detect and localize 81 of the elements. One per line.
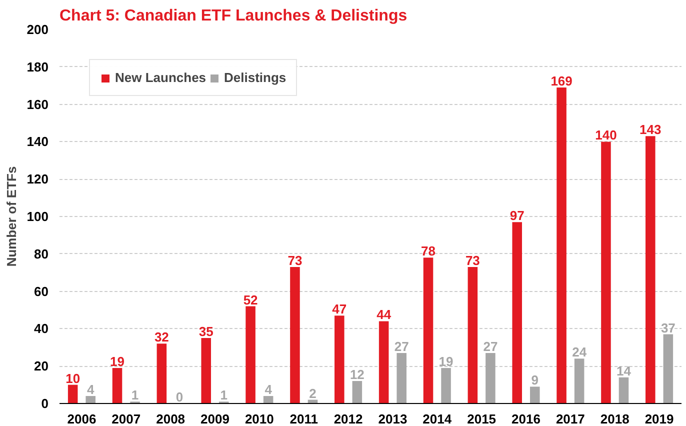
- bar: [556, 87, 566, 404]
- bar: [246, 306, 256, 404]
- data-label: 19: [110, 354, 124, 369]
- bar: [290, 266, 300, 404]
- data-label: 1: [220, 388, 228, 403]
- data-label: 143: [640, 122, 662, 138]
- y-tick-label: 100: [26, 209, 49, 224]
- bar: [423, 258, 434, 404]
- data-label: 78: [421, 244, 436, 259]
- data-label: 19: [438, 354, 454, 369]
- data-label: 12: [350, 367, 364, 382]
- bar: [396, 353, 406, 404]
- data-label: 52: [243, 292, 258, 308]
- bar: [112, 368, 122, 404]
- bar: [530, 386, 540, 404]
- data-label: 4: [86, 382, 95, 398]
- data-label: 14: [616, 363, 632, 378]
- data-label: 73: [288, 252, 302, 268]
- x-tick-label: 2008: [156, 412, 186, 426]
- data-label: 35: [198, 324, 214, 340]
- bar: [512, 222, 522, 404]
- data-label: 2: [309, 386, 316, 401]
- y-tick-label: 180: [26, 59, 49, 74]
- data-label: 37: [660, 320, 676, 336]
- x-tick-label: 2018: [600, 412, 630, 426]
- y-tick-label: 200: [26, 22, 49, 37]
- data-label: 1: [131, 388, 139, 403]
- y-axis-title: Number of ETFs: [4, 166, 19, 267]
- bar: [378, 321, 389, 404]
- x-tick-label: 2016: [512, 412, 540, 426]
- data-label: 10: [66, 370, 80, 386]
- bar: [618, 377, 629, 404]
- y-tick-label: 0: [41, 396, 49, 411]
- x-tick-label: 2012: [334, 412, 363, 426]
- x-tick-label: 2010: [244, 412, 274, 426]
- x-tick-label: 2009: [200, 412, 230, 426]
- x-tick-label: 2006: [67, 412, 96, 426]
- y-tick-label: 80: [34, 246, 49, 262]
- bar: [68, 384, 78, 404]
- data-label: 73: [465, 252, 480, 268]
- bar: [468, 266, 478, 404]
- bar: [156, 344, 167, 404]
- data-label: 97: [510, 208, 524, 224]
- data-label: 32: [154, 330, 169, 345]
- bar: [486, 353, 496, 404]
- x-tick-label: 2011: [290, 412, 318, 426]
- data-label: 169: [550, 73, 572, 88]
- x-tick-label: 2017: [556, 412, 585, 426]
- bar: [601, 142, 611, 404]
- data-label: 140: [595, 128, 617, 143]
- bar: [663, 334, 674, 404]
- data-label: 47: [332, 302, 347, 317]
- data-label: 44: [376, 307, 392, 322]
- x-tick-label: 2013: [378, 412, 408, 426]
- legend-label: New Launches: [115, 70, 206, 85]
- y-tick-label: 120: [26, 172, 49, 187]
- data-label: 4: [264, 382, 273, 398]
- data-label: 27: [394, 339, 409, 354]
- x-tick-label: 2019: [644, 412, 674, 426]
- y-tick-label: 60: [34, 284, 49, 299]
- data-label: 24: [572, 344, 588, 360]
- bar: [646, 136, 656, 404]
- legend-label: Delistings: [224, 70, 286, 85]
- x-tick-label: 2007: [112, 412, 141, 426]
- y-tick-label: 140: [26, 134, 49, 150]
- bar: [352, 381, 362, 404]
- bar: [263, 396, 274, 404]
- bar: [334, 316, 344, 404]
- bar: [201, 338, 211, 404]
- bar: [441, 368, 451, 404]
- y-tick-label: 20: [34, 358, 49, 374]
- y-tick-label: 160: [26, 96, 49, 112]
- x-tick-label: 2014: [422, 412, 452, 426]
- bar: [574, 358, 584, 404]
- y-tick-label: 40: [34, 321, 49, 336]
- chart-title: Chart 5: Canadian ETF Launches & Delistings: [60, 8, 408, 24]
- x-tick-label: 2015: [467, 412, 496, 426]
- bar: [86, 396, 96, 404]
- data-label: 9: [531, 372, 539, 388]
- data-label: 0: [176, 390, 184, 404]
- data-label: 27: [483, 339, 498, 354]
